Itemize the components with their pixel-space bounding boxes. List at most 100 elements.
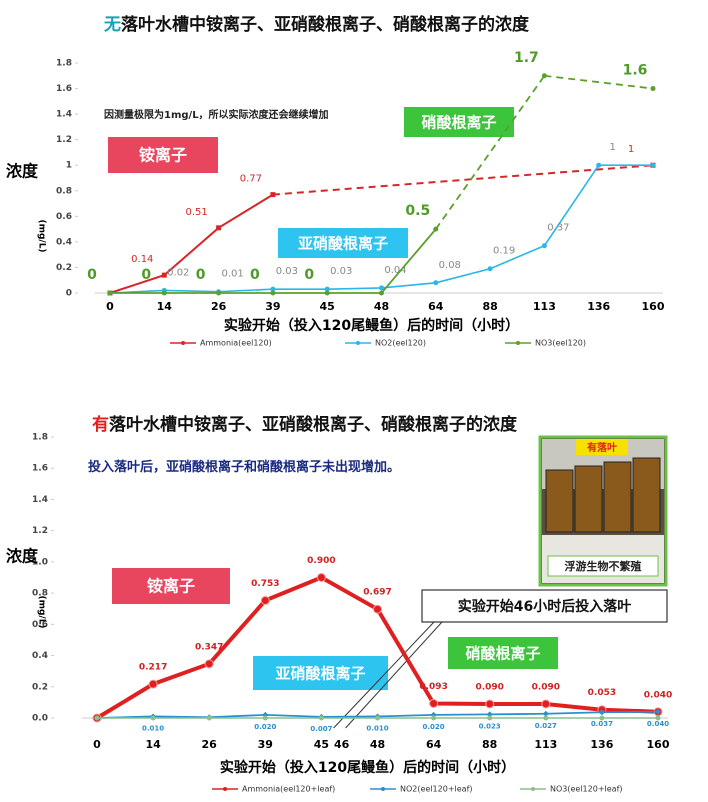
- point: [650, 162, 656, 168]
- x-axis-label: 实验开始（投入120尾鳗鱼）后的时间（小时）: [220, 759, 515, 776]
- x-tick-label: 0: [106, 300, 114, 313]
- point: [541, 73, 547, 79]
- legend-label: Ammonia(eel120+leaf): [242, 785, 335, 794]
- value-label: 0.347: [195, 642, 223, 652]
- y-tick-label: 0.0: [32, 714, 48, 724]
- y-tick-label: 1.6: [32, 464, 48, 474]
- label-box-text: 铵离子: [139, 146, 187, 165]
- value-label: 0.02: [167, 267, 189, 278]
- value-label: 0.900: [307, 556, 335, 566]
- value-label: 0.007: [310, 725, 332, 733]
- legend-label: Ammonia(eel120): [200, 339, 272, 348]
- photo-tank: [603, 461, 632, 533]
- label-box: [112, 568, 230, 604]
- y-axis-unit: (mg/L): [37, 595, 47, 628]
- legend-label: NO2(eel120+leaf): [400, 785, 473, 794]
- x-tick-label: 45: [320, 300, 335, 313]
- legend-marker: [381, 787, 385, 791]
- legend-marker: [531, 787, 535, 791]
- point: [94, 715, 100, 721]
- y-tick-label: 1.4: [56, 110, 72, 120]
- point: [375, 715, 380, 721]
- point: [216, 290, 222, 296]
- value-label: 0.697: [363, 588, 391, 598]
- x-tick-label: 64: [426, 738, 442, 751]
- y-tick-label: 0.4: [56, 237, 72, 247]
- point: [542, 710, 549, 717]
- value-label: 0.010: [366, 724, 388, 732]
- y-tick-label: 0.2: [32, 682, 48, 692]
- legend-marker: [356, 341, 360, 345]
- legend-label: NO3(eel120+leaf): [550, 785, 623, 794]
- y-tick-label: 1.4: [32, 495, 48, 505]
- y-tick-label: 0.8: [32, 589, 48, 599]
- point: [543, 715, 549, 721]
- value-label: 0: [196, 267, 206, 283]
- y-axis-label: 浓度: [6, 547, 39, 566]
- value-label: 0.027: [535, 722, 557, 730]
- value-label: 0.04: [384, 265, 406, 276]
- chart-subtitle: 投入落叶后，亚硝酸根离子和硝酸根离子未出现增加。: [88, 460, 401, 475]
- y-tick-label: 0.6: [32, 620, 48, 630]
- value-label: 0.14: [131, 254, 153, 265]
- value-label: 0.03: [276, 266, 298, 277]
- point: [429, 698, 439, 708]
- x-tick-label: 14: [157, 300, 173, 313]
- point: [431, 715, 437, 721]
- photo-caption: 浮游生物不繁殖: [565, 559, 642, 573]
- value-label: 0: [141, 267, 151, 283]
- x-tick-label: 48: [374, 300, 389, 313]
- chart-title: 有落叶水槽中铵离子、亚硝酸根离子、硝酸根离子的浓度: [92, 415, 517, 435]
- x-tick-label: 88: [482, 738, 497, 751]
- point: [150, 715, 156, 721]
- x-tick-label: 46: [334, 738, 350, 751]
- legend-marker: [223, 787, 227, 791]
- point: [161, 290, 167, 296]
- photo-tank: [545, 469, 574, 533]
- photo-tag: 有落叶: [587, 441, 617, 454]
- point: [316, 573, 326, 582]
- legend-label: NO3(eel120): [535, 339, 586, 348]
- point: [541, 699, 551, 709]
- point: [107, 290, 113, 296]
- photo-caption-bg: [547, 555, 659, 577]
- point: [324, 290, 330, 296]
- x-tick-label: 88: [482, 300, 497, 313]
- y-tick-label: 1.6: [56, 84, 72, 94]
- point: [161, 272, 167, 278]
- y-tick-label: 1.8: [32, 433, 48, 443]
- x-tick-label: 26: [211, 300, 227, 313]
- photo-tank: [632, 457, 661, 533]
- x-tick-label: 160: [647, 738, 670, 751]
- x-tick-label: 0: [93, 738, 101, 751]
- value-label: 1: [628, 144, 634, 155]
- point: [379, 285, 384, 291]
- value-label: 0.08: [439, 260, 461, 271]
- value-label: 1: [610, 142, 616, 153]
- label-box-text: 实验开始46小时后投入落叶: [458, 598, 631, 615]
- value-label: 0.023: [479, 722, 501, 730]
- point: [260, 595, 270, 605]
- value-label: 0.040: [644, 690, 672, 700]
- y-tick-label: 1.2: [32, 526, 48, 536]
- y-tick-label: 1: [66, 161, 72, 171]
- y-axis-label: 浓度: [6, 162, 39, 181]
- value-label: 0.753: [251, 579, 279, 589]
- label-box: [278, 228, 408, 258]
- value-label: 0.053: [588, 688, 616, 698]
- point: [541, 243, 547, 249]
- chart-title: 无落叶水槽中铵离子、亚硝酸根离子、硝酸根离子的浓度: [104, 15, 529, 35]
- legend-label: NO2(eel120): [375, 339, 426, 348]
- x-tick-label: 26: [202, 738, 218, 751]
- label-box-text: 硝酸根离子: [465, 645, 540, 663]
- photo-tag-bg: [576, 439, 628, 455]
- value-label: 0.51: [185, 207, 207, 218]
- y-tick-label: 1.8: [56, 59, 72, 69]
- y-tick-label: 1.0: [32, 557, 48, 567]
- point: [485, 699, 495, 709]
- gap-bridge: [272, 164, 654, 196]
- value-label: 0.090: [475, 682, 503, 692]
- leader: [345, 621, 443, 729]
- value-label: 0.5: [405, 203, 430, 219]
